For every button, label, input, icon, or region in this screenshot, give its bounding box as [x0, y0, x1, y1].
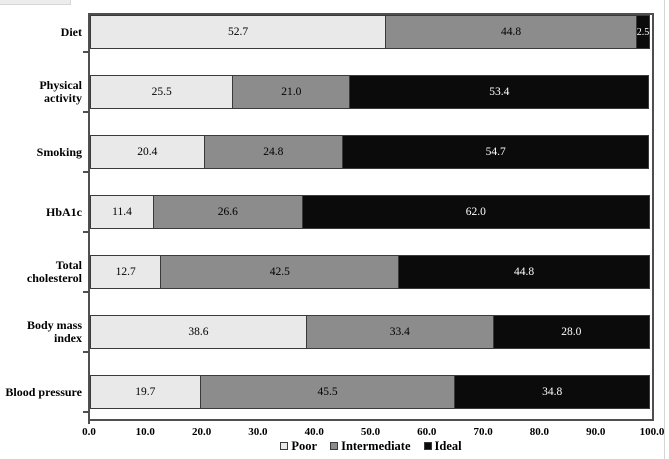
bar-segment-intermediate: 21.0: [232, 75, 351, 109]
legend-item-ideal: Ideal: [423, 438, 462, 454]
bar-row: 11.4 26.6 62.0: [90, 195, 652, 229]
legend-label: Poor: [291, 438, 318, 453]
category-axis-tick: [83, 51, 88, 53]
bar-segment-intermediate: 45.5: [199, 375, 456, 409]
bar-row: 38.6 33.4 28.0: [90, 315, 652, 349]
category-axis-foot-tick: [88, 419, 90, 424]
category-axis-tick: [83, 291, 88, 293]
bar-segment-poor: 19.7: [90, 375, 201, 409]
bar-segment-ideal: 44.8: [398, 255, 650, 289]
category-label: Smoking: [36, 144, 82, 159]
bar-segment-intermediate: 44.8: [385, 15, 637, 49]
x-axis-tick-label: 50.0: [360, 426, 381, 438]
bar-segment-ideal: 53.4: [349, 75, 650, 109]
bar-row: 12.7 42.5 44.8: [90, 255, 652, 289]
x-axis-tick-label: 30.0: [248, 426, 268, 438]
bar-segment-poor: 11.4: [90, 195, 155, 229]
bar-segment-poor: 12.7: [90, 255, 162, 289]
category-label: Blood pressure: [5, 384, 82, 399]
legend-item-intermediate: Intermediate: [330, 438, 411, 454]
x-axis-tick-label: 100.0: [639, 426, 665, 438]
window-right-edge-line: [664, 0, 665, 459]
category-axis-tick: [83, 171, 88, 173]
x-axis-tick-label: 70.0: [473, 426, 493, 438]
bar-row: 19.7 45.5 34.8: [90, 375, 652, 409]
x-axis-tick-label: 40.0: [304, 426, 324, 438]
legend-item-poor: Poor: [280, 439, 317, 454]
bar-segment-poor: 38.6: [90, 315, 307, 349]
legend-swatch-icon: [330, 442, 339, 450]
legend: Poor Intermediate Ideal: [88, 438, 654, 454]
category-label: Diet: [60, 24, 82, 39]
bar-segment-intermediate: 26.6: [153, 195, 303, 229]
bar-segment-ideal: 62.0: [301, 195, 650, 229]
category-label: Body mass index: [26, 318, 82, 345]
bar-segment-ideal: 34.8: [454, 375, 650, 409]
bar-segment-ideal: 54.7: [342, 135, 650, 169]
bar-row: 25.5 21.0 53.4: [90, 75, 652, 109]
category-axis-tick: [83, 111, 88, 113]
bar-segment-ideal: 28.0: [492, 315, 650, 349]
bar-segment-intermediate: 42.5: [160, 255, 400, 289]
bar-segment-poor: 25.5: [90, 75, 234, 109]
legend-label: Ideal: [434, 438, 462, 453]
plot-area: 52.7 44.8 2.5 25.5 21.0 53.4 20.4 24.8 54.7 11.4 2…: [88, 13, 654, 421]
bar-segment-intermediate: 33.4: [305, 315, 494, 349]
category-label: Physical activity: [39, 78, 82, 105]
bar-segment-poor: 52.7: [90, 15, 387, 49]
legend-swatch-icon: [423, 442, 432, 450]
category-axis-tick: [83, 411, 88, 413]
bar-segment-ideal: 2.5: [635, 15, 650, 49]
x-axis-tick-label: 60.0: [417, 426, 437, 438]
legend-swatch-icon: [280, 442, 289, 450]
x-axis-tick-label: 20.0: [191, 426, 212, 438]
category-label: Total cholesterol: [26, 258, 82, 285]
x-axis-tick-label: 0.0: [82, 426, 96, 438]
window-corner-artifact: [0, 0, 71, 5]
bar-segment-poor: 20.4: [90, 135, 205, 169]
bar-segment-intermediate: 24.8: [203, 135, 344, 169]
bar-row: 20.4 24.8 54.7: [90, 135, 652, 169]
x-axis-tick-label: 90.0: [586, 426, 606, 438]
x-axis-tick-label: 80.0: [529, 426, 550, 438]
bar-row: 52.7 44.8 2.5: [90, 15, 652, 49]
category-label: HbA1c: [46, 204, 82, 219]
category-axis-tick: [83, 351, 88, 353]
legend-label: Intermediate: [341, 438, 411, 453]
category-axis-tick: [83, 231, 88, 233]
x-axis-tick-label: 10.0: [135, 426, 155, 438]
